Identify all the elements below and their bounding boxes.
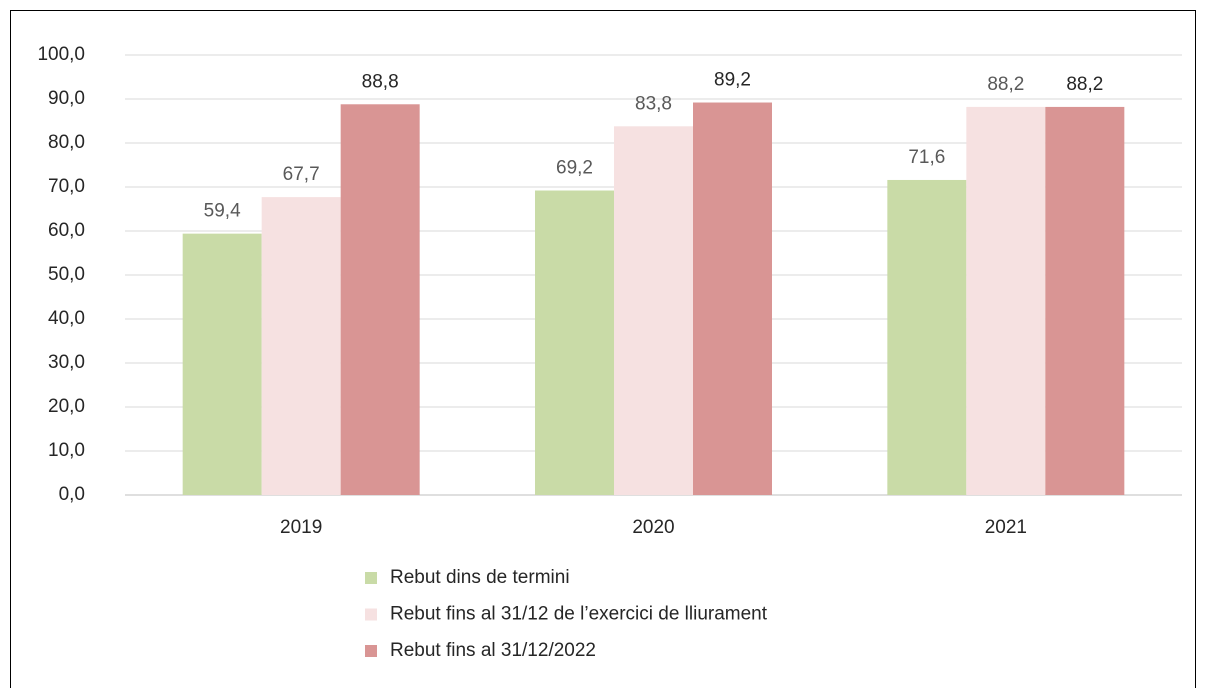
- bar: [966, 106, 1046, 496]
- data-label: 71,6: [908, 147, 945, 168]
- bar: [340, 104, 420, 495]
- bar: [1045, 106, 1125, 496]
- data-label: 59,4: [204, 201, 241, 222]
- y-tick-label: 70,0: [48, 176, 85, 197]
- bar: [693, 102, 772, 496]
- y-tick-label: 100,0: [37, 44, 85, 65]
- x-tick-label: 2020: [632, 517, 674, 538]
- y-tick-label: 20,0: [48, 396, 85, 417]
- x-tick-label: 2019: [280, 517, 322, 538]
- data-label: 69,2: [556, 158, 593, 179]
- y-tick-label: 0,0: [59, 484, 85, 505]
- bar: [261, 197, 341, 495]
- y-tick-label: 40,0: [48, 308, 85, 329]
- legend-label: Rebut fins al 31/12 de l’exercici de lli…: [390, 604, 768, 625]
- y-tick-label: 30,0: [48, 352, 85, 373]
- data-label: 88,2: [987, 74, 1024, 95]
- data-label: 83,8: [635, 93, 672, 114]
- data-label: 88,2: [1066, 74, 1103, 95]
- legend-swatch: [365, 572, 377, 584]
- legend-label: Rebut fins al 31/12/2022: [390, 640, 596, 661]
- y-tick-label: 60,0: [48, 220, 85, 241]
- data-label: 67,7: [283, 164, 320, 185]
- legend-swatch: [365, 645, 377, 657]
- data-label: 88,8: [362, 71, 399, 92]
- data-label: 89,2: [714, 70, 751, 91]
- bar: [182, 233, 262, 495]
- y-tick-label: 10,0: [48, 440, 85, 461]
- bar: [614, 126, 693, 495]
- y-tick-label: 50,0: [48, 264, 85, 285]
- y-tick-label: 80,0: [48, 132, 85, 153]
- legend-label: Rebut dins de termini: [390, 567, 570, 588]
- y-tick-label: 90,0: [48, 88, 85, 109]
- x-tick-label: 2021: [985, 517, 1027, 538]
- bar: [887, 179, 967, 495]
- legend-swatch: [365, 608, 377, 621]
- bar: [535, 190, 614, 495]
